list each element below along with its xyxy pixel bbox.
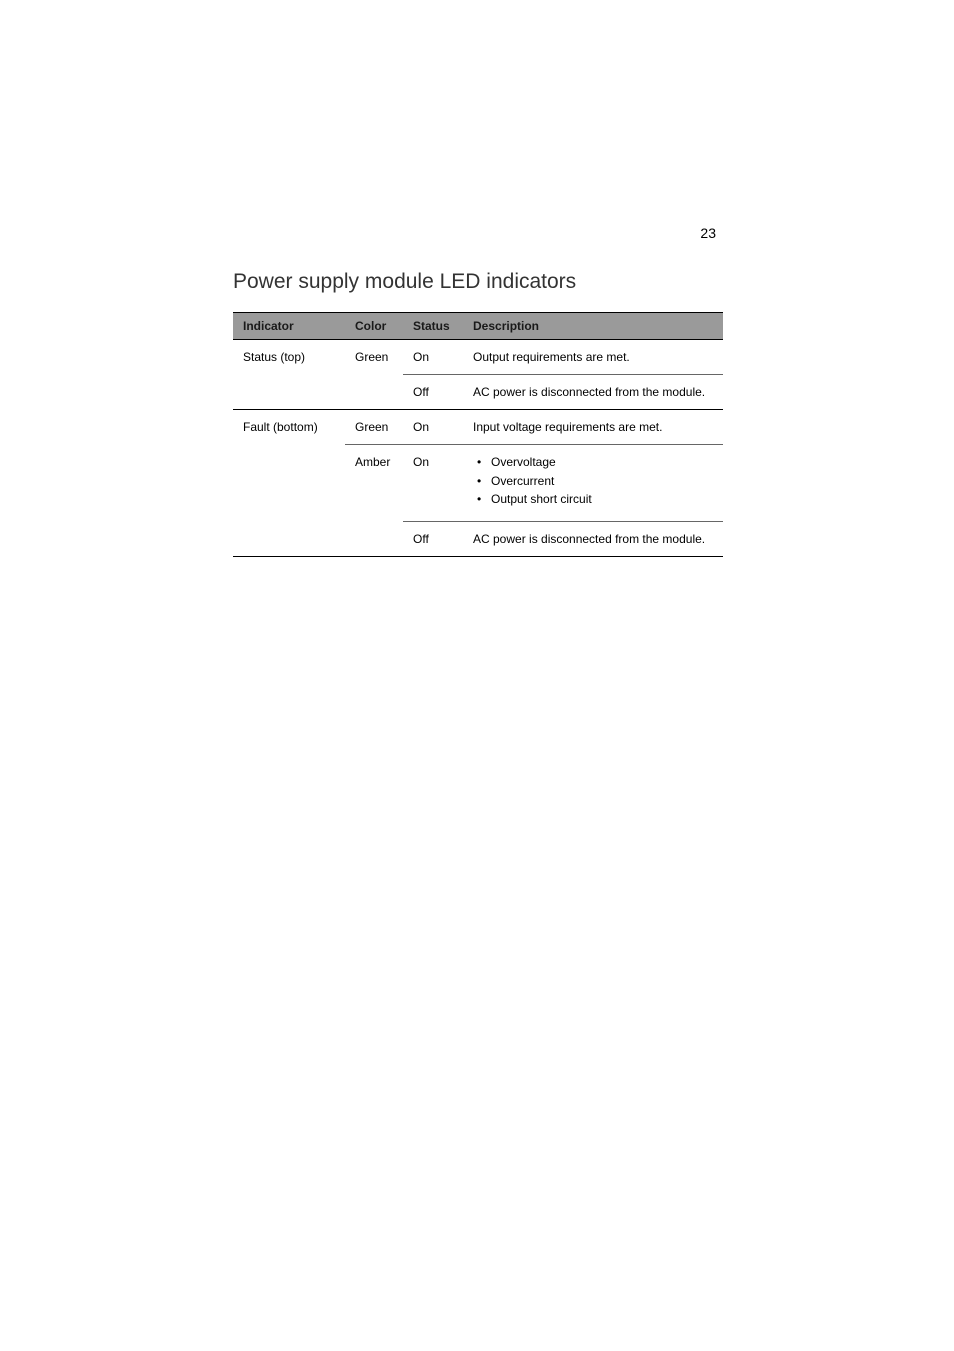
cell-status: Off (403, 521, 463, 556)
header-description: Description (463, 313, 723, 340)
table-row: Amber On Overvoltage Overcurrent Output … (233, 445, 723, 522)
led-indicator-table: Indicator Color Status Description Statu… (233, 312, 723, 557)
table-row: Off AC power is disconnected from the mo… (233, 521, 723, 556)
cell-color: Green (345, 340, 403, 375)
cell-color (345, 375, 403, 410)
table-row: Off AC power is disconnected from the mo… (233, 375, 723, 410)
cell-description: AC power is disconnected from the module… (463, 521, 723, 556)
page-number: 23 (700, 225, 716, 241)
section-title: Power supply module LED indicators (233, 270, 723, 294)
bullet-item: Overvoltage (477, 455, 713, 471)
table-row: Status (top) Green On Output requirement… (233, 340, 723, 375)
cell-status: On (403, 445, 463, 522)
cell-indicator: Status (top) (233, 340, 345, 375)
bullet-item: Output short circuit (477, 492, 713, 508)
cell-description: AC power is disconnected from the module… (463, 375, 723, 410)
header-status: Status (403, 313, 463, 340)
cell-description: Output requirements are met. (463, 340, 723, 375)
cell-status: On (403, 410, 463, 445)
table-header-row: Indicator Color Status Description (233, 313, 723, 340)
cell-description: Overvoltage Overcurrent Output short cir… (463, 445, 723, 522)
cell-indicator: Fault (bottom) (233, 410, 345, 445)
table-row: Fault (bottom) Green On Input voltage re… (233, 410, 723, 445)
content-area: Power supply module LED indicators Indic… (233, 270, 723, 557)
cell-indicator (233, 375, 345, 410)
cell-status: On (403, 340, 463, 375)
cell-color (345, 521, 403, 556)
header-color: Color (345, 313, 403, 340)
cell-status: Off (403, 375, 463, 410)
header-indicator: Indicator (233, 313, 345, 340)
cell-indicator (233, 521, 345, 556)
cell-color: Amber (345, 445, 403, 522)
bullet-list: Overvoltage Overcurrent Output short cir… (473, 455, 713, 508)
cell-color: Green (345, 410, 403, 445)
cell-description: Input voltage requirements are met. (463, 410, 723, 445)
cell-indicator (233, 445, 345, 522)
bullet-item: Overcurrent (477, 474, 713, 490)
